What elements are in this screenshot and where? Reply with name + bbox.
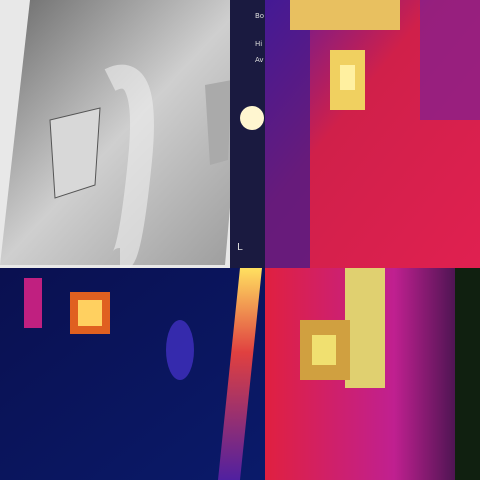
photo-panel: Bo Hi Av L (0, 0, 265, 272)
corner-label: L (237, 242, 243, 253)
thermal-panel-right (265, 268, 480, 480)
overlay-label: Hi (255, 40, 262, 48)
thermal-panel-top (265, 0, 480, 268)
overlay-label: Bo (255, 12, 264, 20)
overlay-label: Av (255, 56, 264, 64)
thermal-panel-left (0, 268, 265, 480)
